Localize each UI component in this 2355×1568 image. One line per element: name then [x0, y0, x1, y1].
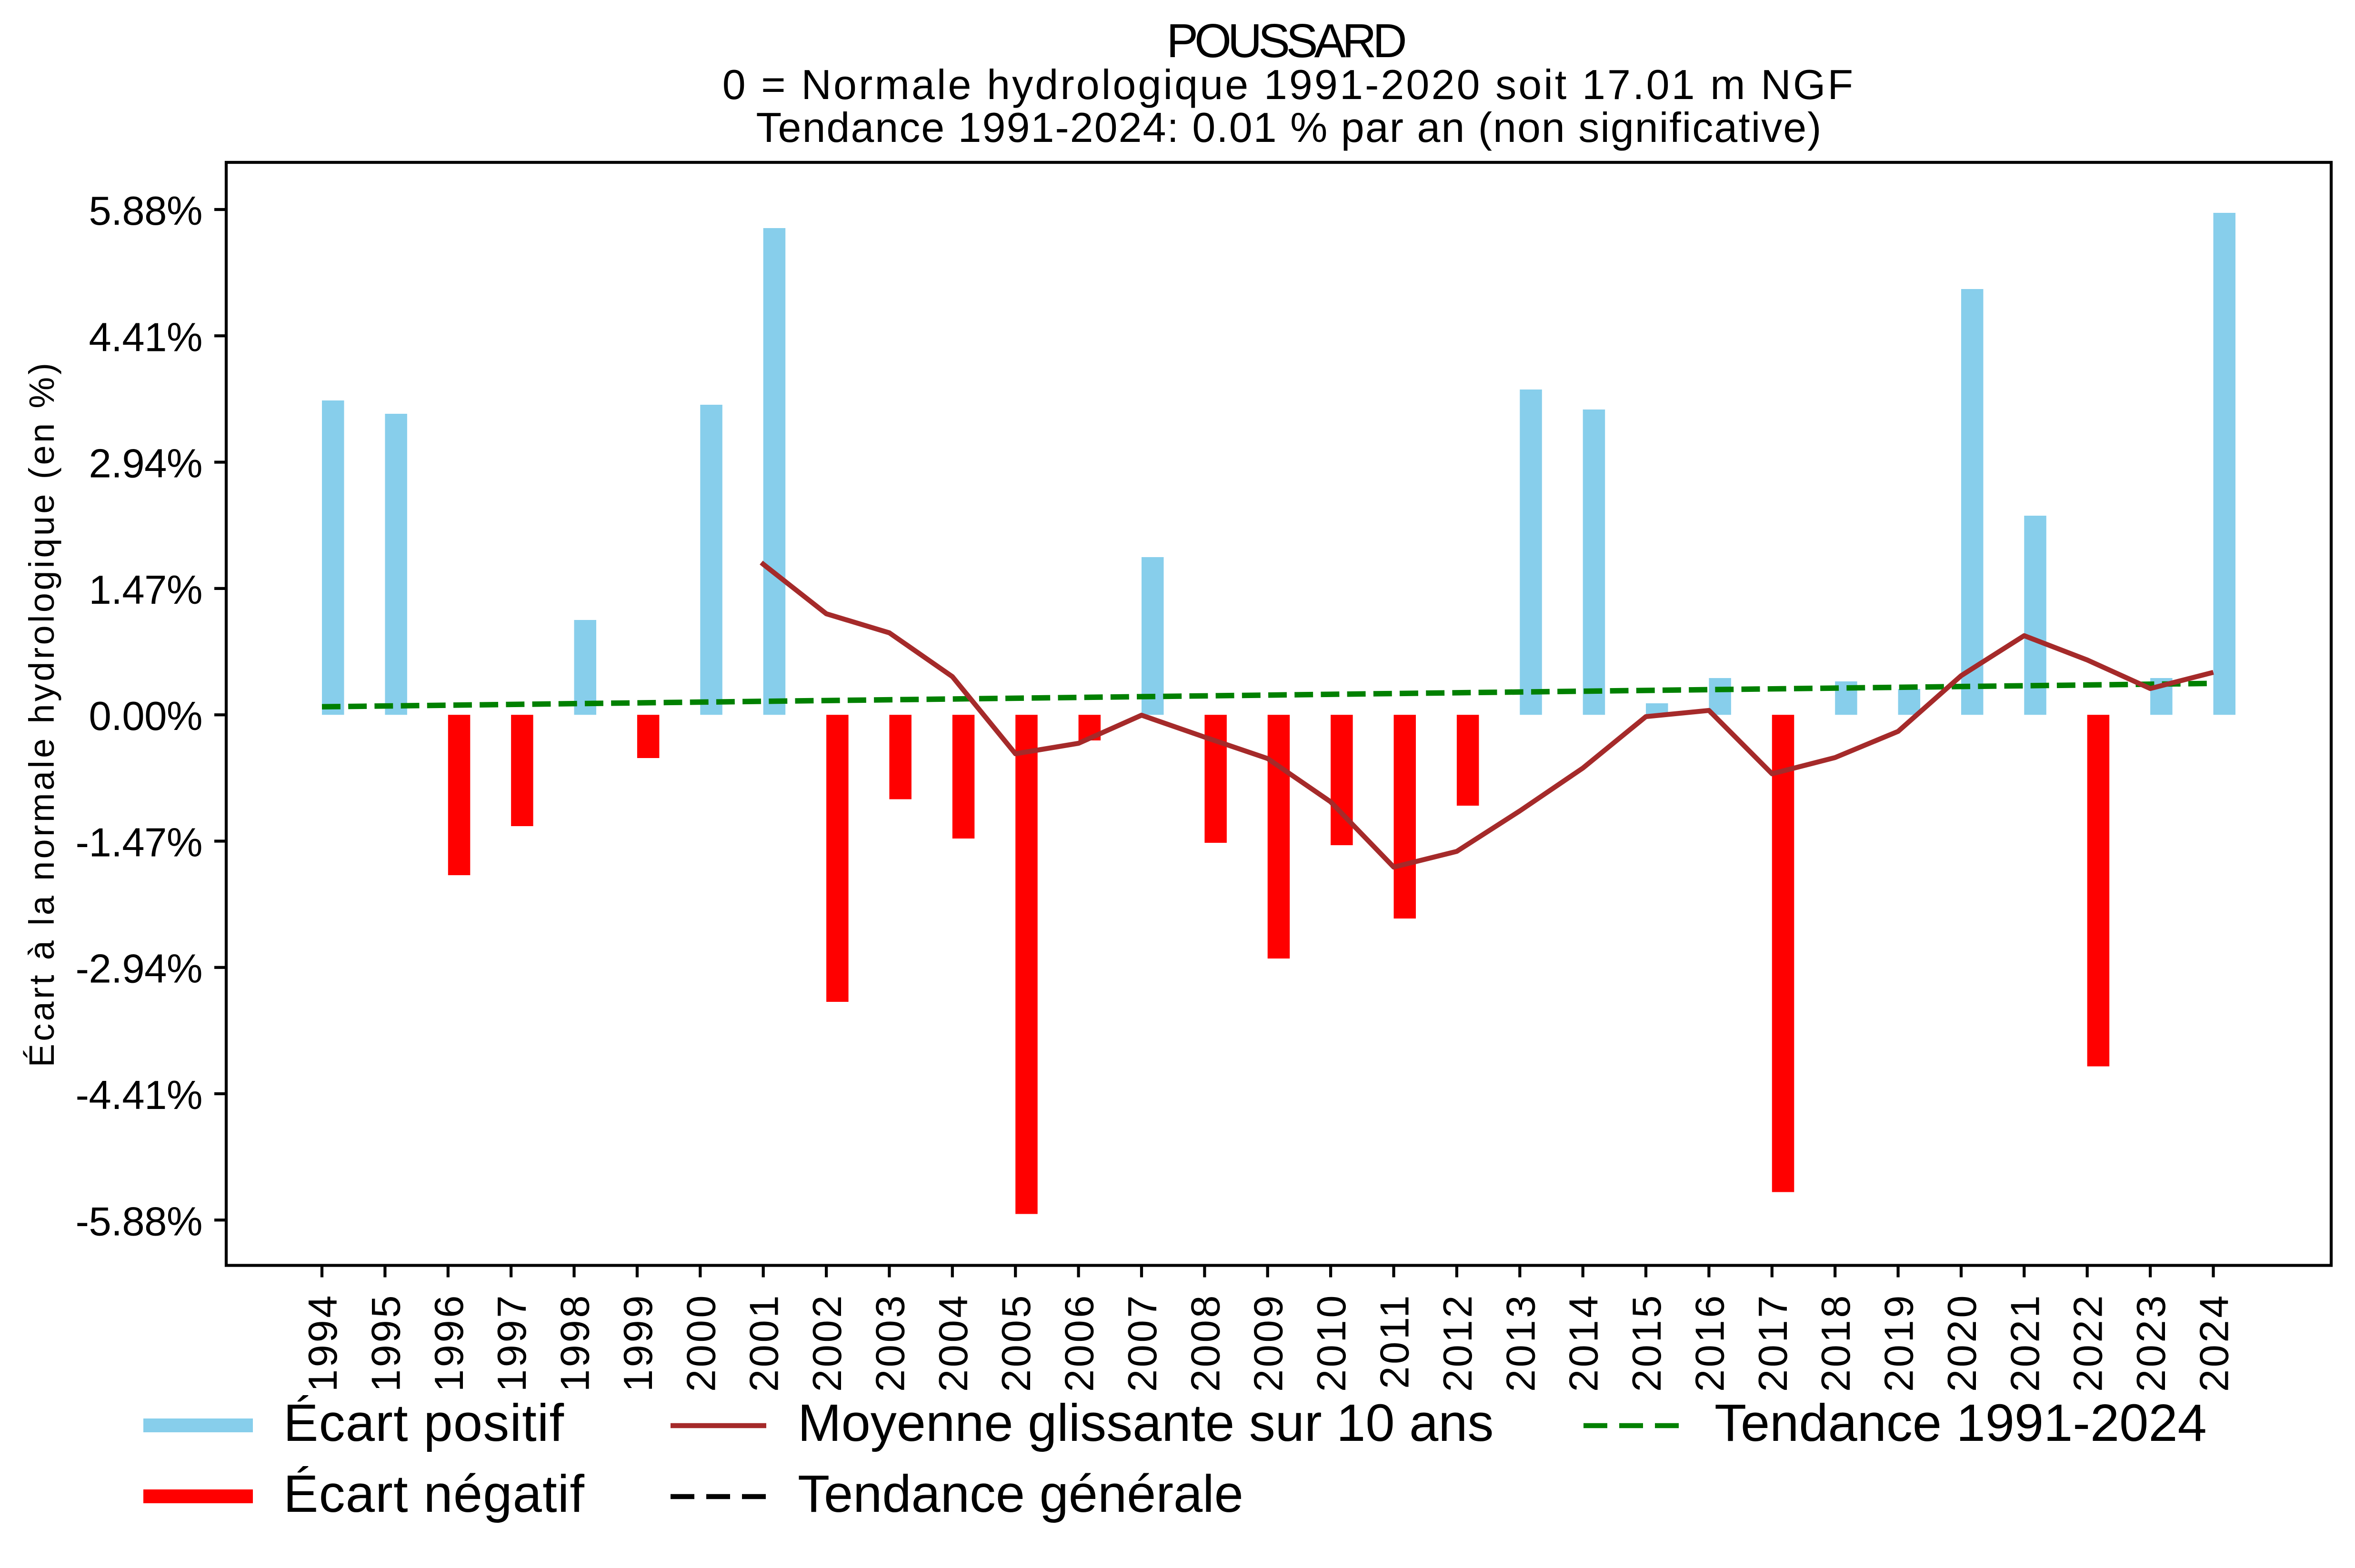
svg-text:-5.88%: -5.88% — [76, 1199, 202, 1244]
svg-text:2004: 2004 — [931, 1293, 976, 1392]
svg-text:2002: 2002 — [805, 1293, 850, 1392]
svg-text:2001: 2001 — [742, 1293, 787, 1392]
svg-text:5.88%: 5.88% — [89, 189, 202, 234]
svg-text:1994: 1994 — [301, 1293, 346, 1392]
svg-text:Écart négatif: Écart négatif — [283, 1465, 585, 1523]
svg-text:2010: 2010 — [1309, 1293, 1354, 1392]
svg-text:Écart positif: Écart positif — [283, 1394, 564, 1452]
svg-text:2024: 2024 — [2192, 1293, 2237, 1392]
svg-text:2022: 2022 — [2066, 1293, 2111, 1392]
svg-text:1.47%: 1.47% — [89, 568, 202, 613]
svg-text:1995: 1995 — [363, 1293, 409, 1392]
svg-text:1998: 1998 — [553, 1293, 598, 1392]
svg-text:-1.47%: -1.47% — [76, 820, 202, 866]
svg-text:Moyenne glissante sur 10 ans: Moyenne glissante sur 10 ans — [798, 1394, 1493, 1452]
svg-text:Tendance générale: Tendance générale — [798, 1465, 1243, 1523]
svg-text:2013: 2013 — [1498, 1293, 1543, 1392]
svg-text:2021: 2021 — [2003, 1293, 2048, 1392]
svg-text:2003: 2003 — [868, 1293, 913, 1392]
svg-text:2009: 2009 — [1246, 1293, 1292, 1392]
svg-text:2012: 2012 — [1435, 1293, 1481, 1392]
svg-text:1997: 1997 — [490, 1293, 535, 1392]
svg-text:2017: 2017 — [1751, 1293, 1796, 1392]
svg-text:2018: 2018 — [1814, 1293, 1859, 1392]
svg-text:2011: 2011 — [1373, 1293, 1418, 1389]
svg-text:2019: 2019 — [1877, 1293, 1922, 1392]
svg-text:1996: 1996 — [427, 1293, 472, 1392]
svg-text:-4.41%: -4.41% — [76, 1073, 202, 1118]
svg-text:2020: 2020 — [1940, 1293, 1985, 1392]
svg-text:0.00%: 0.00% — [89, 694, 202, 739]
svg-text:Écart à la normale hydrologiqu: Écart à la normale hydrologique (en %) — [22, 360, 61, 1068]
svg-text:2007: 2007 — [1120, 1293, 1165, 1392]
svg-text:2006: 2006 — [1057, 1293, 1102, 1392]
svg-text:2.94%: 2.94% — [89, 441, 202, 487]
svg-text:2016: 2016 — [1687, 1293, 1733, 1392]
svg-text:2008: 2008 — [1183, 1293, 1228, 1392]
svg-text:Tendance 1991-2024: 0.01 % par: Tendance 1991-2024: 0.01 % par an (non s… — [756, 104, 1823, 151]
svg-text:2014: 2014 — [1562, 1293, 1607, 1392]
svg-text:POUSSARD: POUSSARD — [1166, 14, 1405, 68]
svg-text:1999: 1999 — [616, 1293, 661, 1392]
svg-text:0 = Normale hydrologique 1991-: 0 = Normale hydrologique 1991-2020 soit … — [722, 61, 1855, 108]
svg-text:2023: 2023 — [2129, 1293, 2174, 1392]
svg-text:-2.94%: -2.94% — [76, 947, 202, 992]
svg-text:2000: 2000 — [679, 1293, 724, 1392]
svg-text:2015: 2015 — [1624, 1293, 1670, 1392]
svg-text:2005: 2005 — [994, 1293, 1039, 1392]
svg-text:Tendance 1991-2024: Tendance 1991-2024 — [1714, 1394, 2207, 1452]
svg-text:4.41%: 4.41% — [89, 315, 202, 360]
